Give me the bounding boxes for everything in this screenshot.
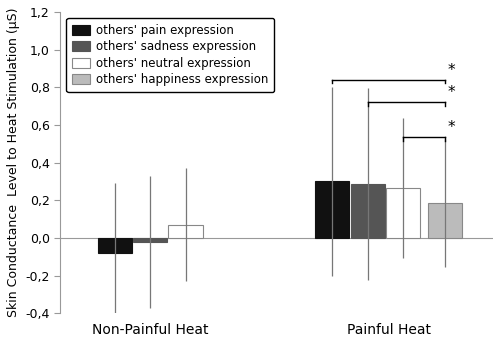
Text: *: * bbox=[448, 85, 456, 100]
Bar bbox=[98, 238, 132, 253]
Bar bbox=[350, 184, 385, 238]
Bar bbox=[428, 203, 462, 238]
Bar bbox=[133, 238, 167, 242]
Bar bbox=[168, 225, 202, 238]
Text: *: * bbox=[448, 120, 456, 135]
Bar bbox=[386, 188, 420, 238]
Bar bbox=[315, 182, 350, 238]
Y-axis label: Skin Conductance  Level to Heat Stimulation (μS): Skin Conductance Level to Heat Stimulati… bbox=[7, 8, 20, 318]
Legend: others' pain expression, others' sadness expression, others' neutral expression,: others' pain expression, others' sadness… bbox=[66, 18, 274, 92]
Text: *: * bbox=[448, 63, 456, 78]
